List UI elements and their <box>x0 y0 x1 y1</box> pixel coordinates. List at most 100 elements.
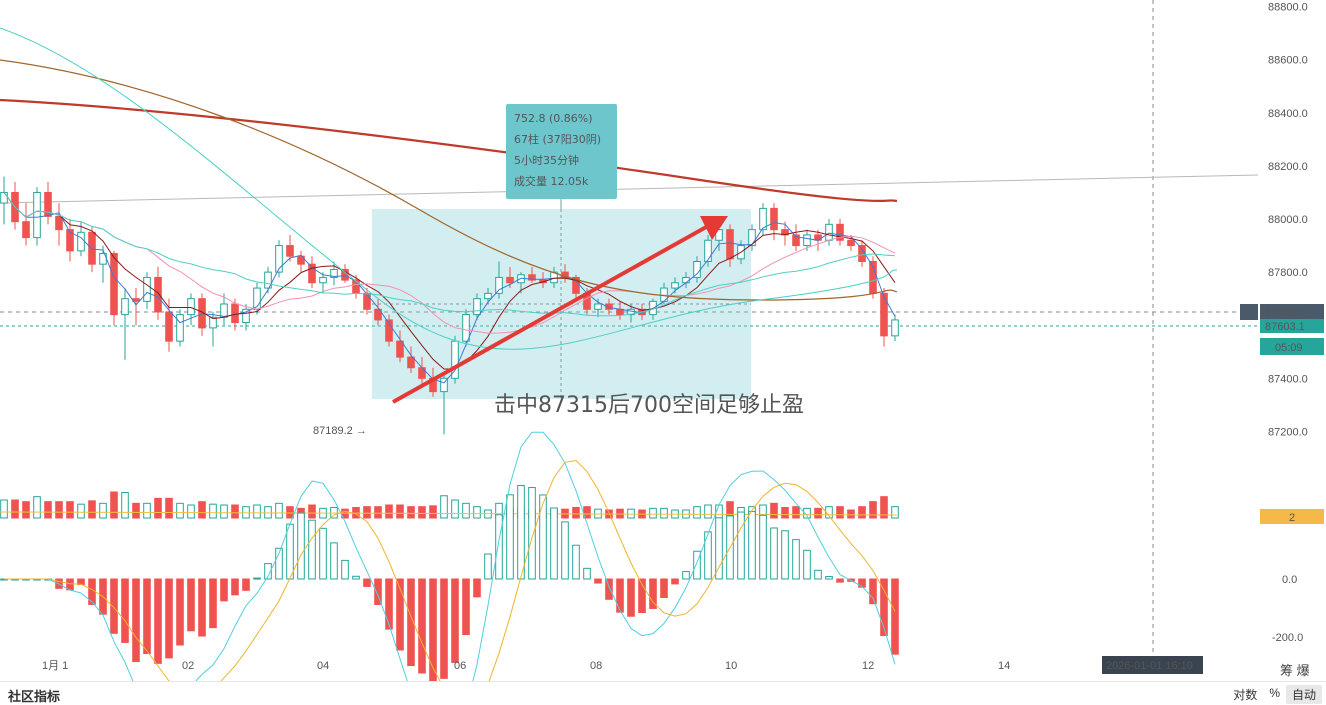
x-axis-label: 06 <box>454 660 466 672</box>
macd-histogram-bar <box>253 577 261 580</box>
candle-body <box>748 229 756 247</box>
auto-scale-button[interactable]: 自动 <box>1285 685 1322 704</box>
candle-body <box>363 292 371 310</box>
candle-body <box>264 271 272 289</box>
volume-bar <box>803 507 811 519</box>
x-axis-label: 14 <box>998 660 1010 672</box>
price-tick-label: 88000.0 <box>1268 214 1308 226</box>
candle-body <box>165 311 173 342</box>
volume-bar <box>451 499 459 519</box>
ma-line-cyan <box>0 27 898 350</box>
candle-body <box>121 298 129 316</box>
volume-bar <box>440 495 448 519</box>
candle-body <box>803 234 811 247</box>
macd-histogram-bar <box>627 578 635 617</box>
candle-body <box>407 356 415 369</box>
candle-body <box>308 263 316 284</box>
macd-histogram-bar <box>484 553 492 580</box>
x-axis-label: 02 <box>182 660 194 672</box>
volume-bar <box>264 506 272 519</box>
candle-body <box>44 191 52 217</box>
volume-bar <box>429 505 437 519</box>
price-tick-label: 88400.0 <box>1268 108 1308 120</box>
measure-tooltip-line: 成交量 12.05k <box>514 174 589 188</box>
macd-histogram-bar <box>550 507 558 580</box>
candle-body <box>88 231 96 265</box>
macd-histogram-bar <box>407 578 415 667</box>
date-badge-text: 2026-01-01 16:10 <box>1106 660 1193 672</box>
macd-histogram-bar <box>231 578 239 596</box>
macd-histogram-bar <box>671 578 679 585</box>
candle-body <box>143 276 151 302</box>
macd-histogram-bar <box>638 578 646 614</box>
price-tick-label: 88200.0 <box>1268 161 1308 173</box>
candle-body <box>847 239 855 247</box>
macd-histogram-bar <box>561 521 569 580</box>
x-axis-label: 08 <box>590 660 602 672</box>
macd-histogram-bar <box>869 578 877 605</box>
trend-line <box>0 174 1259 204</box>
ma-line-brown <box>0 59 898 301</box>
price-tick-label: 87400.0 <box>1268 373 1308 385</box>
volume-bar <box>308 504 316 519</box>
candle-body <box>418 367 426 379</box>
candle-body <box>671 282 679 289</box>
volume-bar <box>891 506 899 519</box>
candle-body <box>0 191 8 204</box>
candle-body <box>77 231 85 252</box>
scale-toggle-button[interactable]: 筹 爆 <box>1280 663 1310 678</box>
volume-bar <box>154 497 162 519</box>
volume-bar <box>847 509 855 519</box>
candle-body <box>33 191 41 239</box>
macd-histogram-bar <box>792 539 800 580</box>
candle-body <box>110 253 118 316</box>
macd-tick-label: -200.0 <box>1272 632 1303 644</box>
macd-histogram-bar <box>759 514 767 580</box>
macd-histogram-bar <box>385 578 393 630</box>
candle-body <box>726 229 734 260</box>
volume-bar <box>363 506 371 519</box>
x-axis-label: 04 <box>317 660 329 672</box>
volume-bar <box>176 502 184 519</box>
candle-body <box>319 276 327 284</box>
macd-histogram-bar <box>737 511 745 580</box>
candle-body <box>55 215 63 231</box>
macd-dif-line <box>4 431 896 705</box>
price-tick-label: 88800.0 <box>1268 2 1308 14</box>
log-scale-button[interactable]: 对数 <box>1233 688 1258 702</box>
crosshair-plus-button <box>1240 304 1258 320</box>
candle-body <box>550 271 558 284</box>
volume-bar <box>627 508 635 519</box>
measure-tooltip-line: 752.8 (0.86%) <box>514 112 593 125</box>
bottom-toolbar: 社区指标 对数 % 自动 <box>0 681 1326 704</box>
macd-histogram-bar <box>330 542 338 580</box>
macd-histogram-bar <box>660 578 668 599</box>
macd-histogram-bar <box>693 550 701 580</box>
percent-scale-button[interactable]: % <box>1269 686 1280 700</box>
macd-histogram-bar <box>715 517 723 580</box>
macd-histogram-bar <box>154 578 162 664</box>
community-indicators-label[interactable]: 社区指标 <box>8 689 61 704</box>
macd-histogram-bar <box>341 559 349 580</box>
candle-body <box>297 255 305 265</box>
volume-bar <box>220 504 228 519</box>
macd-histogram-bar <box>539 494 547 580</box>
volume-bar <box>286 506 294 519</box>
volume-bar <box>66 501 74 519</box>
macd-histogram-bar <box>473 578 481 598</box>
macd-histogram-bar <box>506 494 514 580</box>
volume-bar <box>704 504 712 519</box>
candle-body <box>462 314 470 342</box>
macd-histogram-bar <box>297 512 305 580</box>
volume-bar <box>792 506 800 519</box>
volume-bar <box>473 506 481 519</box>
countdown-text: 05:09 <box>1275 342 1303 354</box>
measure-tooltip-line: 5小时35分钟 <box>514 153 579 167</box>
volume-ma-line <box>0 511 898 516</box>
macd-histogram-bar <box>121 578 129 643</box>
macd-histogram-bar <box>220 578 228 602</box>
measure-tooltip <box>506 104 617 199</box>
macd-histogram-bar <box>275 547 283 580</box>
